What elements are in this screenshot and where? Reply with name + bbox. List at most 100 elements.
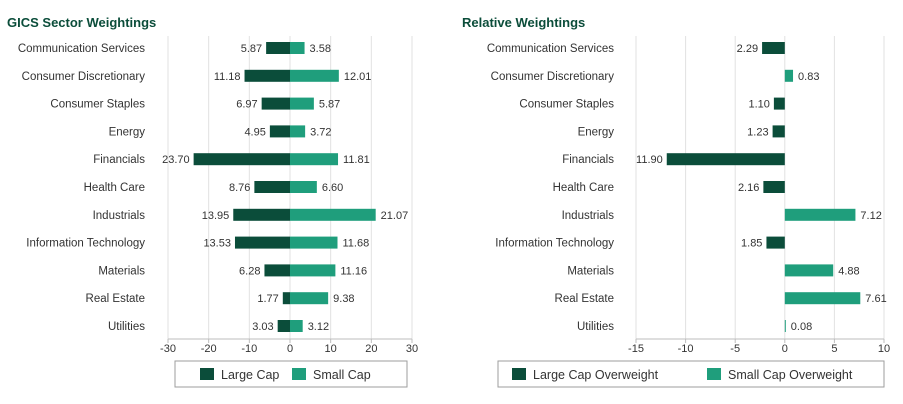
category-label: Information Technology <box>495 238 614 250</box>
bar-small <box>784 264 834 277</box>
data-label: 7.12 <box>860 210 881 222</box>
bar-large <box>266 42 290 54</box>
legend-swatch-large <box>200 368 214 380</box>
x-tick-label: 5 <box>831 343 837 355</box>
category-label: Consumer Staples <box>50 99 145 111</box>
data-label: 1.10 <box>748 99 769 111</box>
right-chart: -15 -10 -5 0 5 10 Communication Services 2.29 Co… <box>487 36 890 388</box>
data-label: 6.28 <box>239 265 260 277</box>
bar-large <box>244 69 290 82</box>
data-label: 3.12 <box>308 321 329 333</box>
bar-small <box>290 153 339 166</box>
legend-box <box>497 360 885 388</box>
bar-large <box>264 264 290 277</box>
bar-small <box>290 125 306 138</box>
data-label: 3.58 <box>310 43 331 55</box>
category-label: Utilities <box>577 321 614 333</box>
category-label: Health Care <box>84 182 145 194</box>
data-label: 5.87 <box>241 43 262 55</box>
category-label: Consumer Staples <box>519 99 614 111</box>
category-label: Communication Services <box>487 43 614 55</box>
data-label: 11.90 <box>636 154 663 166</box>
data-label: 1.85 <box>741 238 762 250</box>
bar-small <box>290 320 303 332</box>
data-label: 11.16 <box>340 265 367 277</box>
legend-label: Large Cap Overweight <box>533 368 659 382</box>
bar-small <box>784 320 786 332</box>
bar-small <box>290 42 305 54</box>
category-label: Materials <box>567 265 614 277</box>
x-tick-label: 0 <box>287 343 293 355</box>
data-label: 11.18 <box>214 71 241 83</box>
x-tick-label: -10 <box>678 343 694 355</box>
bar-large <box>773 97 785 110</box>
legend-swatch-large <box>512 368 526 380</box>
bar-large <box>772 125 785 138</box>
data-label: 2.29 <box>737 43 758 55</box>
bar-small <box>290 208 376 221</box>
bar-large <box>254 181 290 193</box>
data-label: 12.01 <box>344 71 372 83</box>
x-tick-label: 10 <box>878 343 890 355</box>
bar-large <box>277 320 290 332</box>
bar-small <box>784 208 856 221</box>
category-label: Financials <box>562 154 614 166</box>
x-tick-label: -30 <box>160 343 176 355</box>
legend-label: Large Cap <box>221 368 279 382</box>
bar-small <box>290 292 329 305</box>
bar-small <box>290 264 336 277</box>
data-label: 4.88 <box>838 265 859 277</box>
x-tick-label: -10 <box>241 343 257 355</box>
bar-large <box>261 97 290 110</box>
data-label: 13.53 <box>203 238 231 250</box>
x-tick-label: 20 <box>365 343 377 355</box>
legend-swatch-small <box>292 368 306 380</box>
category-label: Real Estate <box>555 293 614 305</box>
right-chart-title: Relative Weightings <box>462 15 585 30</box>
data-label: 8.76 <box>229 182 250 194</box>
data-label: 3.03 <box>252 321 273 333</box>
data-label: 1.23 <box>747 126 768 138</box>
category-label: Consumer Discretionary <box>491 71 615 83</box>
data-label: 0.83 <box>798 71 819 83</box>
x-tick-label: -5 <box>730 343 740 355</box>
category-label: Real Estate <box>86 293 145 305</box>
bar-small <box>784 69 794 82</box>
category-label: Industrials <box>562 210 615 222</box>
bar-large <box>666 153 785 166</box>
category-label: Information Technology <box>26 238 145 250</box>
data-label: 1.77 <box>257 293 278 305</box>
bar-large <box>269 125 290 138</box>
data-label: 11.68 <box>342 238 369 250</box>
x-tick-label: 30 <box>406 343 418 355</box>
bar-large <box>282 292 290 305</box>
legend-swatch-small <box>707 368 721 380</box>
category-label: Materials <box>98 265 145 277</box>
bar-small <box>290 69 339 82</box>
x-tick-label: -15 <box>628 343 644 355</box>
data-label: 11.81 <box>343 154 370 166</box>
category-label: Energy <box>578 126 615 138</box>
data-label: 2.16 <box>738 182 759 194</box>
bar-large <box>763 181 785 193</box>
legend-label: Small Cap Overweight <box>728 368 853 382</box>
data-label: 6.97 <box>236 99 257 111</box>
bar-large <box>766 236 785 249</box>
bar-small <box>290 236 338 249</box>
data-label: 7.61 <box>865 293 886 305</box>
data-label: 3.72 <box>310 126 331 138</box>
bar-small <box>290 97 314 110</box>
data-label: 4.95 <box>244 126 265 138</box>
category-label: Energy <box>109 126 146 138</box>
category-label: Industrials <box>93 210 146 222</box>
category-label: Consumer Discretionary <box>22 71 146 83</box>
data-label: 23.70 <box>162 154 190 166</box>
category-label: Communication Services <box>18 43 145 55</box>
left-chart-title: GICS Sector Weightings <box>7 15 156 30</box>
data-label: 5.87 <box>319 99 340 111</box>
category-label: Utilities <box>108 321 145 333</box>
bar-large <box>233 208 290 221</box>
bar-small <box>290 181 317 193</box>
data-label: 21.07 <box>381 210 409 222</box>
